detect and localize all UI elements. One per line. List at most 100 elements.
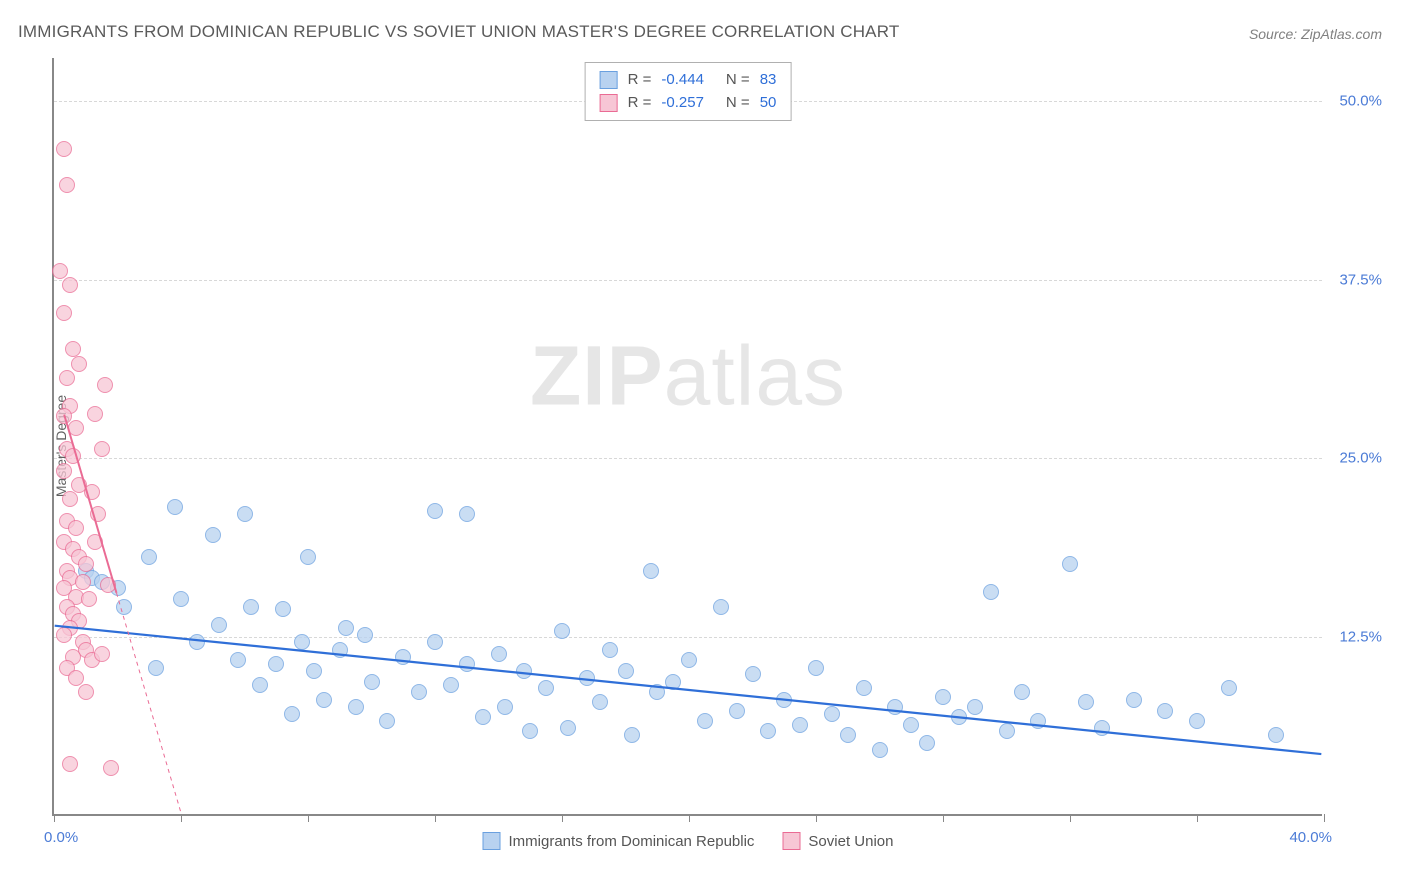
marker-series-a — [189, 634, 205, 650]
marker-series-a — [357, 627, 373, 643]
marker-series-b — [68, 670, 84, 686]
marker-series-a — [903, 717, 919, 733]
legend-item-b: Soviet Union — [782, 832, 893, 850]
marker-series-a — [745, 666, 761, 682]
x-axis-max-label: 40.0% — [1289, 829, 1332, 846]
marker-series-a — [935, 689, 951, 705]
marker-series-a — [713, 599, 729, 615]
marker-series-a — [268, 656, 284, 672]
marker-series-a — [824, 706, 840, 722]
marker-series-a — [1157, 703, 1173, 719]
marker-series-a — [760, 723, 776, 739]
marker-series-a — [427, 503, 443, 519]
marker-series-b — [59, 370, 75, 386]
marker-series-a — [618, 663, 634, 679]
marker-series-b — [103, 760, 119, 776]
marker-series-a — [497, 699, 513, 715]
n-label: N = — [726, 69, 750, 92]
marker-series-b — [87, 406, 103, 422]
marker-series-a — [173, 591, 189, 607]
marker-series-a — [1268, 727, 1284, 743]
gridline — [54, 637, 1322, 638]
marker-series-b — [78, 556, 94, 572]
marker-series-b — [81, 591, 97, 607]
plot-area: ZIPatlas R = -0.444 N = 83 R = -0.257 N … — [52, 58, 1322, 816]
marker-series-a — [649, 684, 665, 700]
marker-series-a — [665, 674, 681, 690]
marker-series-a — [1094, 720, 1110, 736]
marker-series-a — [856, 680, 872, 696]
marker-series-b — [87, 534, 103, 550]
source-attribution: Source: ZipAtlas.com — [1249, 26, 1382, 42]
r-value-b: -0.257 — [661, 92, 704, 115]
marker-series-a — [294, 634, 310, 650]
watermark-bold: ZIP — [530, 328, 664, 422]
marker-series-a — [459, 656, 475, 672]
marker-series-a — [306, 663, 322, 679]
series-legend: Immigrants from Dominican Republic Sovie… — [483, 832, 894, 850]
r-label: R = — [628, 69, 652, 92]
y-tick-label: 25.0% — [1339, 450, 1382, 467]
x-tick — [54, 814, 55, 822]
marker-series-a — [316, 692, 332, 708]
marker-series-b — [62, 756, 78, 772]
marker-series-b — [90, 506, 106, 522]
marker-series-a — [516, 663, 532, 679]
marker-series-a — [475, 709, 491, 725]
marker-series-a — [919, 735, 935, 751]
marker-series-a — [237, 506, 253, 522]
r-label: R = — [628, 92, 652, 115]
swatch-series-b — [600, 94, 618, 112]
x-tick — [562, 814, 563, 822]
marker-series-a — [338, 620, 354, 636]
swatch-series-a — [483, 832, 501, 850]
n-value-a: 83 — [760, 69, 777, 92]
marker-series-a — [379, 713, 395, 729]
marker-series-b — [52, 263, 68, 279]
n-value-b: 50 — [760, 92, 777, 115]
marker-series-a — [116, 599, 132, 615]
marker-series-a — [275, 601, 291, 617]
watermark-light: atlas — [664, 328, 846, 422]
y-tick-label: 12.5% — [1339, 629, 1382, 646]
marker-series-a — [643, 563, 659, 579]
marker-series-a — [592, 694, 608, 710]
marker-series-b — [56, 141, 72, 157]
marker-series-b — [100, 577, 116, 593]
marker-series-a — [560, 720, 576, 736]
marker-series-a — [1030, 713, 1046, 729]
marker-series-a — [538, 680, 554, 696]
marker-series-a — [1062, 556, 1078, 572]
marker-series-a — [999, 723, 1015, 739]
marker-series-a — [348, 699, 364, 715]
gridline — [54, 280, 1322, 281]
correlation-legend: R = -0.444 N = 83 R = -0.257 N = 50 — [585, 62, 792, 121]
chart-title: IMMIGRANTS FROM DOMINICAN REPUBLIC VS SO… — [18, 22, 899, 42]
x-tick — [181, 814, 182, 822]
marker-series-b — [56, 305, 72, 321]
marker-series-a — [951, 709, 967, 725]
marker-series-b — [71, 356, 87, 372]
marker-series-a — [1221, 680, 1237, 696]
marker-series-b — [62, 491, 78, 507]
marker-series-a — [681, 652, 697, 668]
marker-series-a — [395, 649, 411, 665]
marker-series-a — [602, 642, 618, 658]
marker-series-a — [300, 549, 316, 565]
x-tick — [308, 814, 309, 822]
marker-series-a — [872, 742, 888, 758]
marker-series-a — [729, 703, 745, 719]
marker-series-a — [252, 677, 268, 693]
marker-series-b — [68, 420, 84, 436]
legend-label-b: Soviet Union — [808, 833, 893, 850]
x-tick — [1324, 814, 1325, 822]
marker-series-a — [332, 642, 348, 658]
x-tick — [1070, 814, 1071, 822]
marker-series-a — [624, 727, 640, 743]
r-value-a: -0.444 — [661, 69, 704, 92]
marker-series-a — [1014, 684, 1030, 700]
swatch-series-b — [782, 832, 800, 850]
marker-series-b — [68, 520, 84, 536]
x-tick — [816, 814, 817, 822]
marker-series-a — [808, 660, 824, 676]
